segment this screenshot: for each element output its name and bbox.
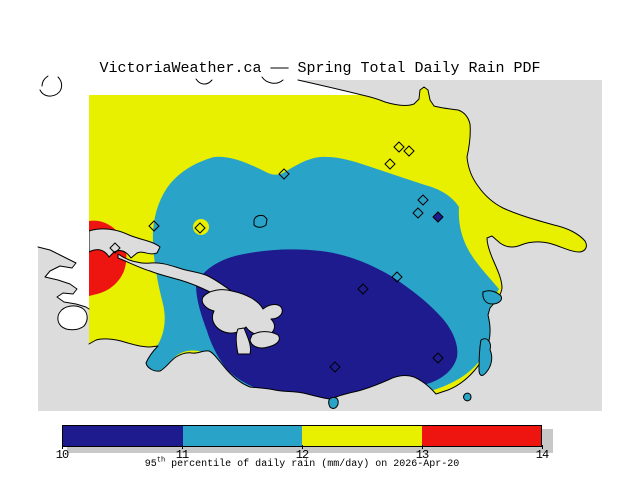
south-shore-coastline [37,246,90,310]
tick-label: 13 [415,448,429,462]
islet-squiggle-1 [195,78,213,85]
harbour-outlet [235,327,251,355]
east-islet-1 [482,290,502,305]
tick-label: 10 [55,448,69,462]
station-marker-diamond [432,352,444,364]
caption-superscript: th [156,456,166,465]
station-markers [109,141,444,373]
station-marker-diamond [417,194,429,206]
colorbar-segment-level_11_12 [182,426,302,446]
lake-outline [253,214,268,228]
station-marker-diamond [194,222,206,234]
colorbar-segment-level_12_13 [302,426,422,446]
station-marker-diamond [109,242,121,254]
south-islet [328,396,339,409]
caption-rest: percentile of daily rain (mm/day) on 202… [165,459,460,470]
tick-mark [62,445,63,449]
island-curve-small [41,75,49,87]
map-title: VictoriaWeather.ca —— Spring Total Daily… [99,60,541,77]
main-coastline [88,79,587,400]
station-marker-diamond [148,220,160,232]
colorbar-segment-level_10_11 [63,426,183,446]
caption-prefix: 95 [144,459,157,470]
colorbar-segment-level_13_14 [421,426,541,446]
station-marker-diamond [278,168,290,180]
station-marker-diamond [329,361,341,373]
east-islet-2 [478,338,493,376]
tick-mark [542,445,543,449]
colorbar-ticks: 10 11 12 13 14 [56,445,549,463]
bay-outline [57,305,88,331]
station-marker-diamond [412,207,424,219]
station-marker-diamond [432,211,444,223]
tick-mark [422,445,423,449]
victoria-shore-patch [249,331,280,349]
station-marker-diamond [384,158,396,170]
colorbar-caption: 95th percentile of daily rain (mm/day) o… [62,456,542,470]
tick-label: 12 [295,448,309,462]
sea-area [38,80,362,309]
tick-mark [182,445,183,449]
station-marker-diamond [357,283,369,295]
tick-label: 11 [175,448,189,462]
tick-mark [302,445,303,449]
tick-label: 14 [535,448,549,462]
station-marker-diamond [393,141,405,153]
islet-squiggle-2 [261,76,284,84]
sooke-basin-inlet [89,228,161,259]
contour-10-11-region [196,249,458,399]
station-marker-diamond [391,271,403,283]
colorbar [62,425,542,447]
station-marker-diamond [403,145,415,157]
island-curve [39,76,63,97]
south-islet-small [463,392,472,402]
